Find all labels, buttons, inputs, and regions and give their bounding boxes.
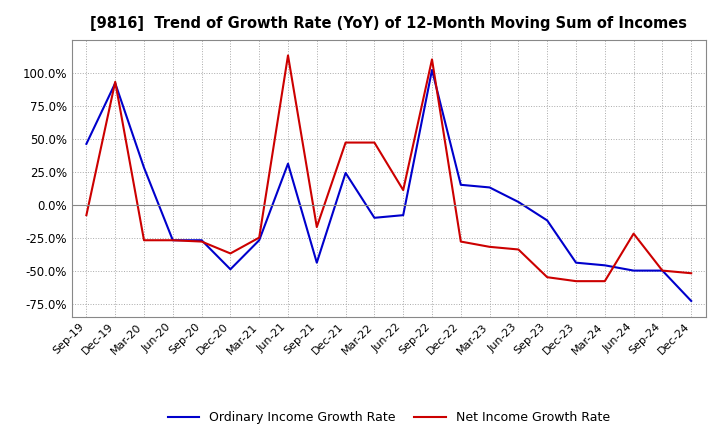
Net Income Growth Rate [197,239,206,244]
Ordinary Income Growth Rate [111,81,120,86]
Net Income Growth Rate [284,53,292,58]
Net Income Growth Rate [600,279,609,284]
Net Income Growth Rate [572,279,580,284]
Ordinary Income Growth Rate [485,185,494,190]
Line: Net Income Growth Rate: Net Income Growth Rate [86,55,691,281]
Ordinary Income Growth Rate [514,199,523,205]
Net Income Growth Rate [543,275,552,280]
Net Income Growth Rate [514,247,523,252]
Title: [9816]  Trend of Growth Rate (YoY) of 12-Month Moving Sum of Incomes: [9816] Trend of Growth Rate (YoY) of 12-… [90,16,688,32]
Ordinary Income Growth Rate [629,268,638,273]
Ordinary Income Growth Rate [370,215,379,220]
Net Income Growth Rate [485,244,494,249]
Ordinary Income Growth Rate [226,267,235,272]
Net Income Growth Rate [226,251,235,256]
Ordinary Income Growth Rate [687,298,696,304]
Ordinary Income Growth Rate [197,238,206,243]
Ordinary Income Growth Rate [428,67,436,73]
Net Income Growth Rate [428,57,436,62]
Ordinary Income Growth Rate [600,263,609,268]
Ordinary Income Growth Rate [658,268,667,273]
Net Income Growth Rate [629,231,638,236]
Ordinary Income Growth Rate [168,238,177,243]
Ordinary Income Growth Rate [82,141,91,147]
Ordinary Income Growth Rate [456,182,465,187]
Net Income Growth Rate [658,268,667,273]
Legend: Ordinary Income Growth Rate, Net Income Growth Rate: Ordinary Income Growth Rate, Net Income … [163,406,615,429]
Ordinary Income Growth Rate [572,260,580,265]
Net Income Growth Rate [111,79,120,84]
Ordinary Income Growth Rate [341,170,350,176]
Ordinary Income Growth Rate [140,165,148,170]
Net Income Growth Rate [140,238,148,243]
Net Income Growth Rate [312,224,321,230]
Line: Ordinary Income Growth Rate: Ordinary Income Growth Rate [86,70,691,301]
Ordinary Income Growth Rate [312,260,321,265]
Ordinary Income Growth Rate [255,238,264,243]
Net Income Growth Rate [255,235,264,240]
Net Income Growth Rate [341,140,350,145]
Ordinary Income Growth Rate [543,218,552,223]
Net Income Growth Rate [82,213,91,218]
Ordinary Income Growth Rate [284,161,292,166]
Net Income Growth Rate [370,140,379,145]
Net Income Growth Rate [687,271,696,276]
Net Income Growth Rate [456,239,465,244]
Net Income Growth Rate [168,238,177,243]
Ordinary Income Growth Rate [399,213,408,218]
Net Income Growth Rate [399,187,408,193]
